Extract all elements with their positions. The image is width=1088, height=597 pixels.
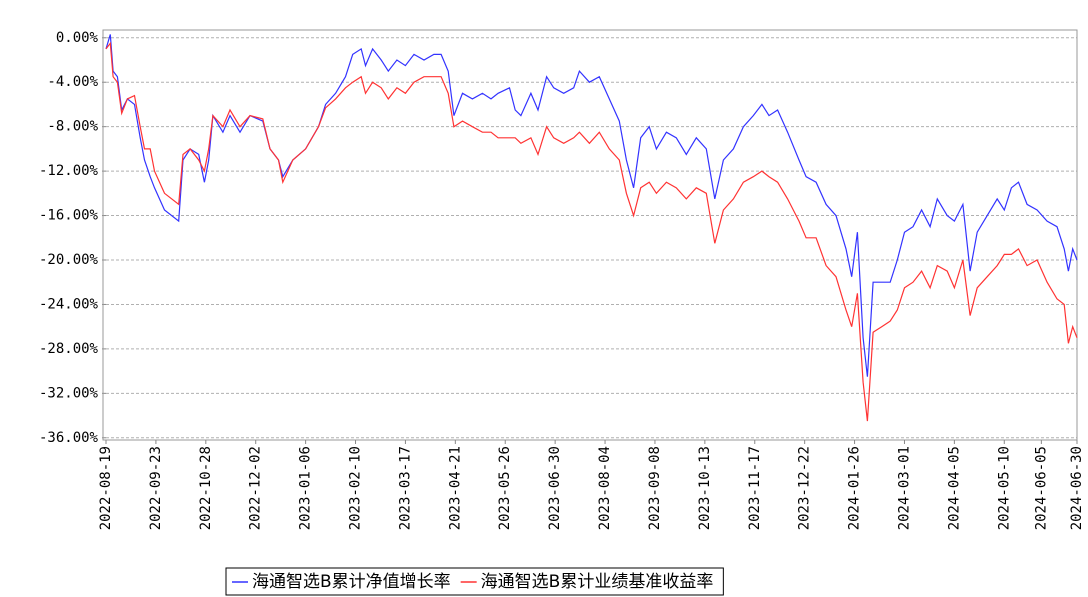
x-tick-label: 2023-08-04 <box>597 446 613 530</box>
series-line <box>105 41 1078 422</box>
x-tick-label: 2024-01-26 <box>847 446 863 530</box>
x-tick-label: 2023-03-17 <box>397 446 413 530</box>
x-tick-label: 2024-03-01 <box>896 446 912 530</box>
x-tick-label: 2023-04-21 <box>447 446 463 530</box>
y-tick-label: -20.00% <box>39 252 99 268</box>
series-line <box>105 34 1078 377</box>
y-tick-label: -16.00% <box>39 208 99 224</box>
x-tick-label: 2023-11-17 <box>747 446 763 530</box>
y-tick-label: -4.00% <box>47 74 98 90</box>
legend-label: 海通智选B累计净值增长率 <box>252 572 451 592</box>
x-tick-label: 2023-01-06 <box>298 446 314 530</box>
legend-label: 海通智选B累计业绩基准收益率 <box>481 572 714 592</box>
x-tick-label: 2024-06-30 <box>1069 446 1085 530</box>
y-tick-label: 0.00% <box>56 30 99 46</box>
x-tick-label: 2023-06-30 <box>547 446 563 530</box>
y-tick-label: -36.00% <box>39 430 99 446</box>
legend: 海通智选B累计净值增长率 海通智选B累计业绩基准收益率 <box>225 567 724 596</box>
y-tick-label: -24.00% <box>39 296 99 312</box>
y-tick-label: -8.00% <box>47 119 98 135</box>
y-tick-label: -12.00% <box>39 163 99 179</box>
x-tick-label: 2024-04-05 <box>946 446 962 530</box>
plot-frame <box>102 29 1078 441</box>
x-tick-label: 2024-06-05 <box>1033 446 1049 530</box>
x-tick-label: 2023-10-13 <box>697 446 713 530</box>
x-tick-label: 2023-02-10 <box>348 446 364 530</box>
x-tick-label: 2022-08-19 <box>98 446 114 530</box>
x-tick-label: 2022-10-28 <box>198 446 214 530</box>
x-tick-label: 2022-12-02 <box>248 446 264 530</box>
x-tick-label: 2024-05-10 <box>996 446 1012 530</box>
x-tick-label: 2023-09-08 <box>647 446 663 530</box>
x-tick-label: 2023-12-22 <box>797 446 813 530</box>
x-tick-label: 2022-09-23 <box>148 446 164 530</box>
y-tick-label: -28.00% <box>39 341 99 357</box>
x-tick-label: 2023-05-26 <box>497 446 513 530</box>
y-tick-label: -32.00% <box>39 385 99 401</box>
